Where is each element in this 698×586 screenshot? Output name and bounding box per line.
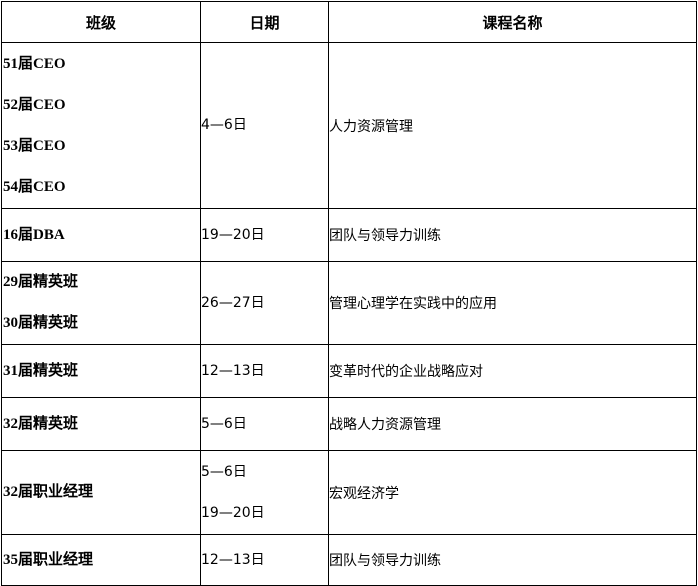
class-cell-line: 52届CEO (3, 96, 66, 113)
course-cell: 团队与领导力训练 (328, 534, 697, 586)
date-cell: 4—6日 (200, 42, 329, 209)
course-cell: 变革时代的企业战略应对 (328, 344, 697, 398)
class-cell: 29届精英班 30届精英班 (1, 261, 201, 345)
header-date: 日期 (200, 1, 329, 43)
table-row: 32届精英班 5—6日 战略人力资源管理 (1, 397, 697, 451)
date-cell: 5—6日 (200, 397, 329, 451)
class-cell: 51届CEO 52届CEO 53届CEO 54届CEO (1, 42, 201, 209)
course-cell: 宏观经济学 (328, 450, 697, 535)
date-cell: 5—6日 19—20日 (200, 450, 329, 535)
class-cell-line: 29届精英班 (3, 274, 79, 290)
class-cell-line: 32届职业经理 (3, 484, 94, 500)
class-cell: 31届精英班 (1, 344, 201, 398)
class-cell-line: 53届CEO (3, 137, 66, 154)
date-cell-line: 19—20日 (201, 226, 265, 243)
header-class: 班级 (1, 1, 201, 43)
date-cell-line: 5—6日 (201, 415, 247, 432)
header-row: 班级 日期 课程名称 (1, 1, 697, 43)
class-cell-line: 51届CEO (3, 55, 66, 72)
class-cell-line: 35届职业经理 (3, 551, 94, 568)
date-cell: 26—27日 (200, 261, 329, 345)
class-cell: 32届职业经理 (1, 450, 201, 535)
table-row: 35届职业经理 12—13日 团队与领导力训练 (1, 534, 697, 586)
course-cell: 战略人力资源管理 (328, 397, 697, 451)
date-cell: 19—20日 (200, 208, 329, 262)
class-cell-line: 16届DBA (3, 226, 65, 243)
header-course: 课程名称 (328, 1, 697, 43)
date-cell-line: 26—27日 (201, 294, 265, 311)
table-row: 16届DBA 19—20日 团队与领导力训练 (1, 208, 697, 262)
table-row: 32届职业经理 5—6日 19—20日 宏观经济学 (1, 450, 697, 535)
class-cell: 16届DBA (1, 208, 201, 262)
class-cell-line: 31届精英班 (3, 362, 79, 379)
class-cell-line: 32届精英班 (3, 415, 79, 432)
class-cell-line: 54届CEO (3, 178, 66, 195)
course-cell: 人力资源管理 (328, 42, 697, 209)
date-cell-line: 4—6日 (201, 117, 247, 133)
table-row: 51届CEO 52届CEO 53届CEO 54届CEO 4—6日 人力资源管理 (1, 42, 697, 209)
course-cell: 管理心理学在实践中的应用 (328, 261, 697, 345)
class-cell: 32届精英班 (1, 397, 201, 451)
date-cell-line: 5—6日 (201, 463, 247, 480)
date-cell-line: 12—13日 (201, 551, 265, 568)
date-cell: 12—13日 (200, 344, 329, 398)
table-row: 29届精英班 30届精英班 26—27日 管理心理学在实践中的应用 (1, 261, 697, 345)
class-cell: 35届职业经理 (1, 534, 201, 586)
table-row: 31届精英班 12—13日 变革时代的企业战略应对 (1, 344, 697, 398)
class-cell-line: 30届精英班 (3, 315, 79, 331)
date-cell-line: 19—20日 (201, 504, 265, 521)
course-cell: 团队与领导力训练 (328, 208, 697, 262)
date-cell: 12—13日 (200, 534, 329, 586)
date-cell-line: 12—13日 (201, 362, 265, 379)
